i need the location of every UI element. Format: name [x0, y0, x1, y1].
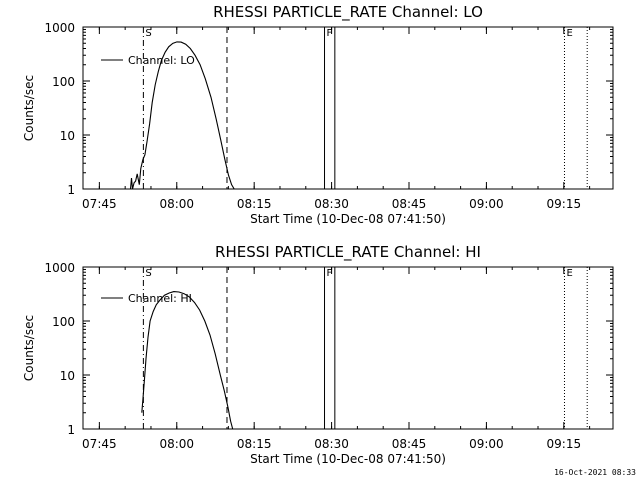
x-tick-label: 09:00: [469, 437, 504, 451]
x-tick-label: 08:30: [314, 197, 349, 211]
x-tick-label: 08:15: [237, 197, 272, 211]
x-tick-label: 07:45: [82, 197, 117, 211]
x-tick-label: 08:00: [159, 197, 194, 211]
y-tick-label: 1000: [44, 21, 75, 35]
series-line: [141, 291, 234, 430]
x-tick-label: 09:15: [547, 437, 582, 451]
y-tick-label: 10: [60, 129, 75, 143]
y-tick-label: 100: [52, 75, 75, 89]
x-axis-label: Start Time (10-Dec-08 07:41:50): [250, 452, 446, 466]
y-tick-label: 1: [67, 183, 75, 197]
x-tick-label: 08:30: [314, 437, 349, 451]
plot-frame: [82, 266, 614, 430]
event-marker-label: S: [145, 268, 151, 279]
y-tick-label: 1000: [44, 261, 75, 275]
y-axis-label: Counts/sec: [22, 75, 36, 141]
x-tick-label: 09:15: [547, 197, 582, 211]
y-tick-label: 10: [60, 369, 75, 383]
x-tick-label: 09:00: [469, 197, 504, 211]
event-marker-label: F: [327, 268, 333, 279]
timestamp: 16-Oct-2021 08:33: [554, 468, 636, 477]
chart-panel-1: RHESSI PARTICLE_RATE Channel: LO 1 10 100 10…: [22, 3, 614, 226]
x-axis-label: Start Time (10-Dec-08 07:41:50): [250, 212, 446, 226]
event-marker-label: E: [566, 268, 572, 279]
event-marker-label: E: [566, 28, 572, 39]
event-marker-label: F: [327, 28, 333, 39]
chart-panel-2: RHESSI PARTICLE_RATE Channel: HI 1 10 100 10…: [22, 243, 614, 466]
series-line: [129, 41, 235, 190]
x-tick-label: 08:15: [237, 437, 272, 451]
chart-title: RHESSI PARTICLE_RATE Channel: LO: [213, 3, 483, 22]
x-tick-label: 07:45: [82, 437, 117, 451]
y-tick-label: 1: [67, 423, 75, 437]
y-axis-label: Counts/sec: [22, 315, 36, 381]
x-tick-label: 08:45: [392, 197, 427, 211]
event-marker-label: S: [145, 28, 151, 39]
plot-frame: [82, 26, 614, 190]
y-tick-label: 100: [52, 315, 75, 329]
x-tick-label: 08:45: [392, 437, 427, 451]
legend-label: Channel: HI: [128, 292, 192, 305]
chart-title: RHESSI PARTICLE_RATE Channel: HI: [215, 243, 481, 262]
x-tick-label: 08:00: [159, 437, 194, 451]
